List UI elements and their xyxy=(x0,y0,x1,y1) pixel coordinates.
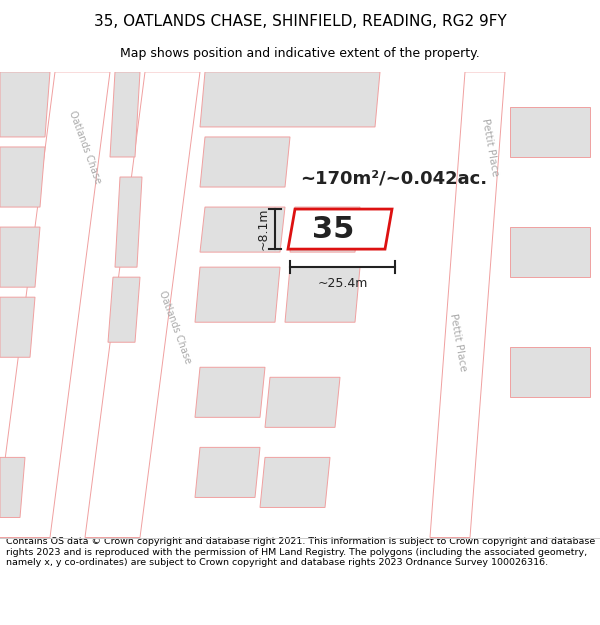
Polygon shape xyxy=(110,72,140,157)
Polygon shape xyxy=(0,227,40,287)
Text: Contains OS data © Crown copyright and database right 2021. This information is : Contains OS data © Crown copyright and d… xyxy=(6,538,595,568)
Polygon shape xyxy=(265,378,340,428)
Polygon shape xyxy=(115,177,142,267)
Text: Pettit Place: Pettit Place xyxy=(448,312,468,372)
Polygon shape xyxy=(290,207,360,252)
Polygon shape xyxy=(85,72,200,538)
Text: Oatlands Chase: Oatlands Chase xyxy=(157,289,193,365)
Polygon shape xyxy=(0,297,35,358)
Polygon shape xyxy=(285,267,360,322)
Polygon shape xyxy=(0,458,25,518)
Polygon shape xyxy=(430,72,505,538)
Polygon shape xyxy=(510,348,590,398)
Polygon shape xyxy=(200,72,380,127)
Polygon shape xyxy=(195,448,260,498)
Text: 35, OATLANDS CHASE, SHINFIELD, READING, RG2 9FY: 35, OATLANDS CHASE, SHINFIELD, READING, … xyxy=(94,14,506,29)
Text: Map shows position and indicative extent of the property.: Map shows position and indicative extent… xyxy=(120,48,480,61)
Polygon shape xyxy=(288,209,392,249)
Polygon shape xyxy=(0,72,110,538)
Polygon shape xyxy=(195,267,280,322)
Text: Pettit Place: Pettit Place xyxy=(480,118,500,177)
Text: Oatlands Chase: Oatlands Chase xyxy=(67,109,103,185)
Text: 35: 35 xyxy=(313,214,355,244)
Polygon shape xyxy=(260,458,330,508)
Text: ~8.1m: ~8.1m xyxy=(257,208,270,251)
Polygon shape xyxy=(0,147,45,207)
Polygon shape xyxy=(108,277,140,342)
Text: ~170m²/~0.042ac.: ~170m²/~0.042ac. xyxy=(300,169,487,187)
Polygon shape xyxy=(510,227,590,277)
Text: ~25.4m: ~25.4m xyxy=(317,277,368,290)
Polygon shape xyxy=(195,368,265,418)
Polygon shape xyxy=(200,137,290,187)
Polygon shape xyxy=(0,72,50,137)
Polygon shape xyxy=(200,207,285,252)
Polygon shape xyxy=(510,107,590,157)
